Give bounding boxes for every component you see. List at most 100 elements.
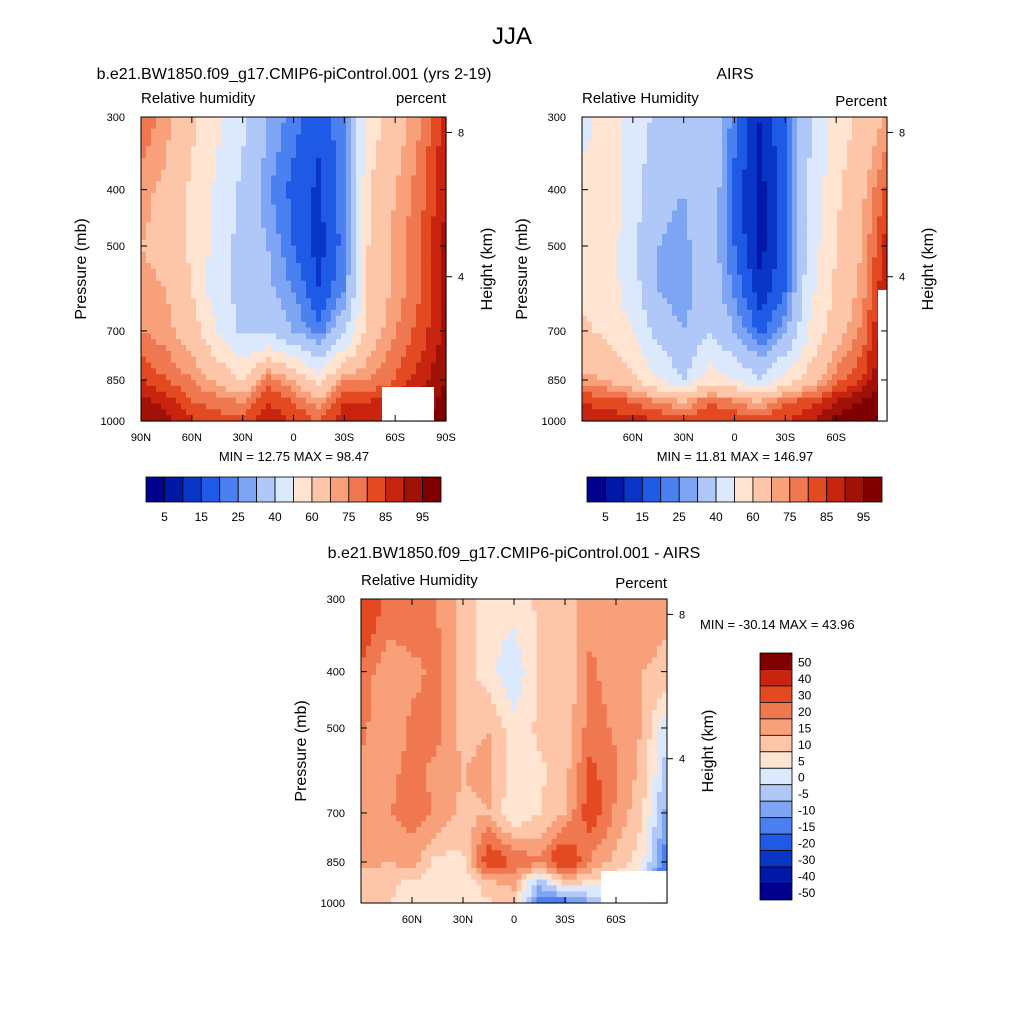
field-cell (171, 403, 177, 410)
field-cell (772, 257, 778, 264)
field-cell (166, 280, 172, 288)
field-cell (221, 350, 227, 358)
field-cell (632, 269, 638, 276)
field-cell (431, 128, 437, 136)
field-cell (236, 216, 242, 223)
field-cell (647, 204, 653, 212)
field-cell (251, 403, 257, 410)
field-cell (331, 362, 337, 369)
field-cell (401, 368, 407, 375)
field-cell (421, 146, 427, 153)
field-cell (401, 309, 407, 317)
field-cell (416, 274, 422, 282)
field-cell (141, 339, 147, 346)
field-cell (617, 157, 623, 165)
field-cell (797, 117, 803, 124)
field-cell (647, 122, 653, 130)
field-cell (331, 169, 337, 177)
field-cell (146, 193, 152, 200)
field-cell (306, 181, 312, 188)
field-cell (391, 321, 397, 329)
field-cell (266, 391, 272, 399)
field-cell (231, 251, 237, 258)
field-cell (236, 315, 242, 323)
field-cell (817, 239, 823, 247)
field-cell (847, 169, 853, 177)
field-cell (642, 198, 648, 206)
field-cell (822, 222, 828, 229)
field-cell (231, 309, 237, 317)
field-cell (827, 228, 833, 235)
field-cell (757, 146, 763, 153)
field-cell (181, 409, 187, 416)
field-cell (181, 216, 187, 223)
field-cell (376, 157, 382, 165)
field-cell (592, 216, 598, 223)
field-cell (236, 117, 242, 124)
field-cell (732, 169, 738, 177)
field-cell (261, 193, 267, 200)
field-cell (311, 117, 317, 124)
field-cell (867, 269, 873, 276)
field-cell (281, 187, 287, 194)
field-cell (366, 339, 372, 346)
field-cell (321, 269, 327, 276)
field-cell (331, 204, 337, 212)
field-cell (291, 292, 297, 299)
field-cell (226, 385, 232, 393)
field-cell (306, 350, 312, 358)
field-cell (807, 257, 813, 264)
field-cell (411, 204, 417, 212)
field-cell (867, 128, 873, 136)
field-cell (772, 210, 778, 217)
field-cell (857, 175, 863, 182)
field-cell (146, 233, 152, 241)
field-cell (872, 274, 878, 282)
field-cell (326, 315, 332, 323)
field-cell (231, 409, 237, 416)
field-cell (156, 380, 162, 387)
field-cell (877, 198, 883, 206)
field-cell (211, 193, 217, 200)
field-cell (156, 134, 162, 141)
field-cell (181, 233, 187, 241)
field-cell (336, 152, 342, 159)
field-cell (236, 134, 242, 141)
field-cell (386, 152, 392, 159)
field-cell (822, 128, 828, 136)
field-cell (722, 245, 728, 253)
field-cell (321, 345, 327, 352)
field-cell (346, 140, 352, 147)
field-cell (261, 350, 267, 358)
field-cell (411, 339, 417, 346)
field-cell (321, 385, 327, 393)
field-cell (301, 204, 307, 212)
field-cell (792, 169, 798, 177)
field-cell (386, 315, 392, 323)
field-cell (306, 397, 312, 405)
field-cell (782, 204, 788, 212)
field-cell (246, 333, 252, 340)
field-cell (161, 339, 167, 346)
field-cell (191, 245, 197, 253)
field-cell (286, 122, 292, 130)
field-cell (216, 345, 222, 352)
field-cell (231, 362, 237, 369)
field-cell (241, 157, 247, 165)
field-cell (627, 280, 633, 288)
field-cell (221, 222, 227, 229)
field-cell (141, 274, 147, 282)
field-cell (712, 274, 718, 282)
field-cell (371, 380, 377, 387)
field-cell (246, 280, 252, 288)
field-cell (266, 233, 272, 241)
field-cell (276, 117, 282, 124)
field-cell (271, 181, 277, 188)
field-cell (752, 157, 758, 165)
field-cell (371, 193, 377, 200)
field-cell (336, 222, 342, 229)
field-cell (872, 251, 878, 258)
field-cell (652, 169, 658, 177)
field-cell (181, 368, 187, 375)
field-cell (181, 222, 187, 229)
